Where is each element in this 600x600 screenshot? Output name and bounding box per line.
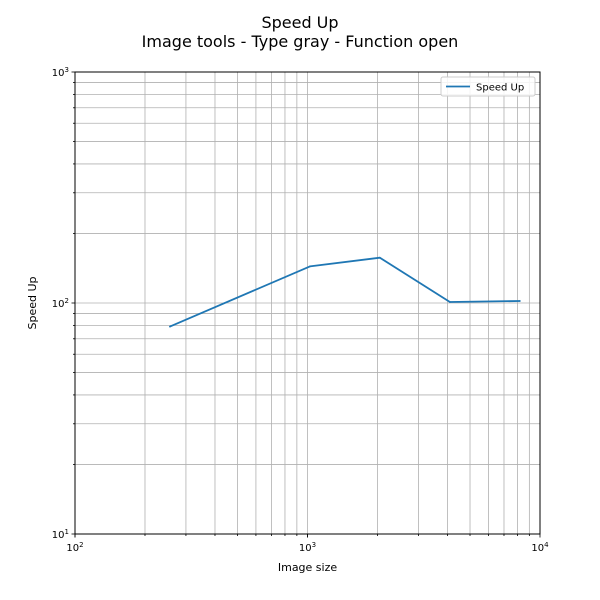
y-tick-label: 101 (52, 528, 69, 541)
y-axis-label: Speed Up (26, 276, 39, 329)
series-line (169, 256, 520, 328)
data-point (378, 256, 381, 259)
data-point (518, 300, 521, 302)
x-tick-label: 102 (66, 541, 83, 554)
legend: Speed Up (440, 76, 536, 97)
x-axis-label: Image size (278, 561, 338, 574)
chart-title: Speed Up (261, 13, 339, 32)
chart-subtitle: Image tools - Type gray - Function open (141, 32, 459, 51)
series-layer (169, 256, 521, 328)
x-tick-label: 104 (531, 541, 549, 554)
data-point (308, 265, 311, 268)
plot-frame (74, 71, 541, 535)
data-point (448, 301, 451, 303)
data-point (169, 325, 171, 328)
y-tick-label: 103 (52, 66, 69, 79)
grid-lines (75, 72, 540, 534)
y-tick-label: 102 (52, 297, 69, 310)
legend-box (440, 76, 536, 97)
x-tick-label: 103 (299, 541, 316, 554)
legend-label: Speed Up (476, 83, 524, 94)
